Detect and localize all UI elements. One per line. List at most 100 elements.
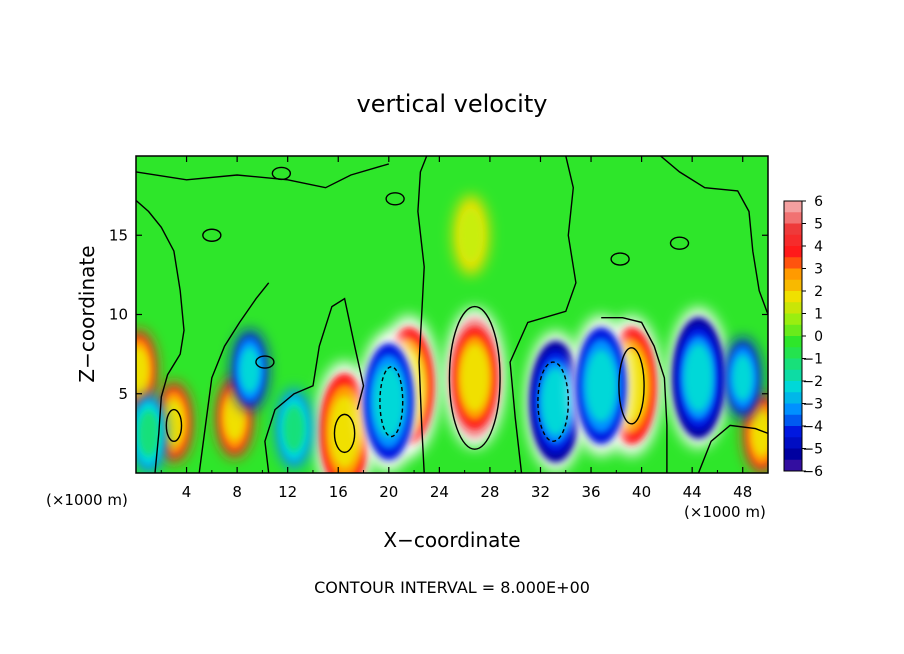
updraft-contour-band (458, 208, 484, 263)
closed-contour (271, 166, 292, 181)
colorbar-subband (784, 369, 802, 381)
downdraft-cell (136, 393, 167, 473)
zero-contour (697, 424, 768, 473)
closed-contour (202, 228, 222, 242)
colorbar-band (784, 358, 802, 381)
y-axis: 5 10 15 (109, 226, 768, 403)
colorbar-tick-label: −1 (802, 352, 823, 368)
colorbar-tick-label: 4 (814, 239, 823, 255)
colorbar-tick-label: 2 (814, 284, 823, 300)
colorbar-subband (784, 347, 802, 359)
colorbar-tick-label: −5 (802, 442, 823, 458)
colorbar-band (784, 426, 802, 449)
updraft-contour-band (460, 344, 490, 412)
updraft-contour-band (329, 395, 360, 468)
x-tick-label: 24 (430, 483, 449, 501)
contour-lines (136, 156, 768, 473)
negative-contour (379, 366, 404, 438)
positive-contour (165, 408, 183, 443)
y-tick-label: 5 (118, 385, 128, 403)
colorbar-tick-label: −3 (802, 397, 823, 413)
x-tick-label: 12 (278, 483, 297, 501)
colorbar-band (784, 381, 802, 404)
downdraft-cell (231, 329, 268, 410)
colorbar-subband (784, 437, 802, 449)
downdraft-contour-band (138, 410, 159, 457)
chart-title: vertical velocity (357, 90, 548, 118)
y-axis-label: Z−coordinate (75, 245, 99, 382)
x-unit-right: (×1000 m) (684, 503, 766, 521)
positive-contour (333, 413, 356, 454)
x-axis: 4 8 12 16 20 24 28 32 36 40 44 48 (160, 156, 752, 501)
x-tick-label: 28 (480, 483, 499, 501)
colorbar-band (784, 403, 802, 426)
colorbar: 6 5 4 3 2 1 0 −1 −2 −3 −4 −5 −6 (783, 194, 823, 480)
colorbar-subband (784, 212, 802, 224)
colorbar-band (784, 201, 802, 224)
closed-contour (669, 236, 690, 250)
colorbar-band (784, 223, 802, 246)
x-tick-label: 8 (232, 483, 242, 501)
colorbar-tick-label: 0 (814, 329, 823, 345)
zero-contour (509, 156, 577, 473)
negative-contour (537, 361, 570, 442)
colorbar-tick-label: 5 (814, 217, 823, 233)
updraft-cell (136, 329, 157, 410)
colorbar-band (784, 291, 802, 314)
zero-contour (417, 156, 428, 473)
closed-contour (255, 355, 275, 369)
x-tick-label: 4 (182, 483, 192, 501)
colorbar-tick-label: −6 (802, 464, 823, 480)
colorbar-subband (784, 459, 802, 471)
downdraft-contour-band (684, 344, 713, 412)
downdraft-cell (668, 307, 729, 448)
updraft-cell (314, 361, 375, 473)
colorbar-tick-label: 6 (814, 194, 823, 210)
x-tick-label: 40 (632, 483, 651, 501)
downdraft-cell (525, 331, 586, 472)
updraft-cell (444, 307, 505, 448)
zero-contour (198, 282, 270, 473)
positive-contour (448, 305, 501, 450)
colorbar-subband (784, 414, 802, 426)
zero-contour (136, 199, 185, 473)
colorbar-subband (784, 234, 802, 246)
x-tick-label: 16 (329, 483, 348, 501)
x-tick-label: 48 (733, 483, 752, 501)
updraft-contour-band (751, 410, 768, 457)
downdraft-contour-band (541, 368, 571, 436)
colorbar-band (784, 313, 802, 336)
closed-contour (385, 192, 405, 206)
plot-area (135, 155, 769, 474)
colorbar-subband (784, 324, 802, 336)
x-tick-label: 44 (683, 483, 702, 501)
colorbar-tick-label: 1 (814, 307, 823, 323)
downdraft-contour-band (239, 347, 260, 393)
downdraft-cell (724, 337, 761, 418)
colorbar-subband (784, 257, 802, 269)
downdraft-cell (276, 388, 312, 469)
colorbar-tick-label: −2 (802, 374, 823, 390)
downdraft-contour-band (585, 349, 617, 422)
x-axis-label: X−coordinate (383, 528, 520, 552)
colorbar-subband (784, 392, 802, 404)
x-tick-label: 32 (531, 483, 550, 501)
contour-interval-note: CONTOUR INTERVAL = 8.000E+00 (314, 578, 590, 597)
updraft-contour-band (163, 399, 185, 445)
colorbar-band (784, 246, 802, 269)
colorbar-subband (784, 279, 802, 291)
colorbar-band (784, 448, 802, 471)
x-tick-label: 36 (581, 483, 600, 501)
colorbar-tick-label: 3 (814, 262, 823, 278)
updraft-contour-band (224, 394, 245, 441)
colorbar-subband (784, 302, 802, 314)
downdraft-contour-band (283, 405, 305, 452)
zero-contour (601, 317, 668, 473)
positive-contour (618, 347, 645, 425)
colorbar-band (784, 336, 802, 359)
zero-contour (660, 156, 768, 315)
x-tick-label: 20 (379, 483, 398, 501)
downdraft-contour-band (732, 355, 753, 401)
closed-contour (610, 252, 630, 266)
